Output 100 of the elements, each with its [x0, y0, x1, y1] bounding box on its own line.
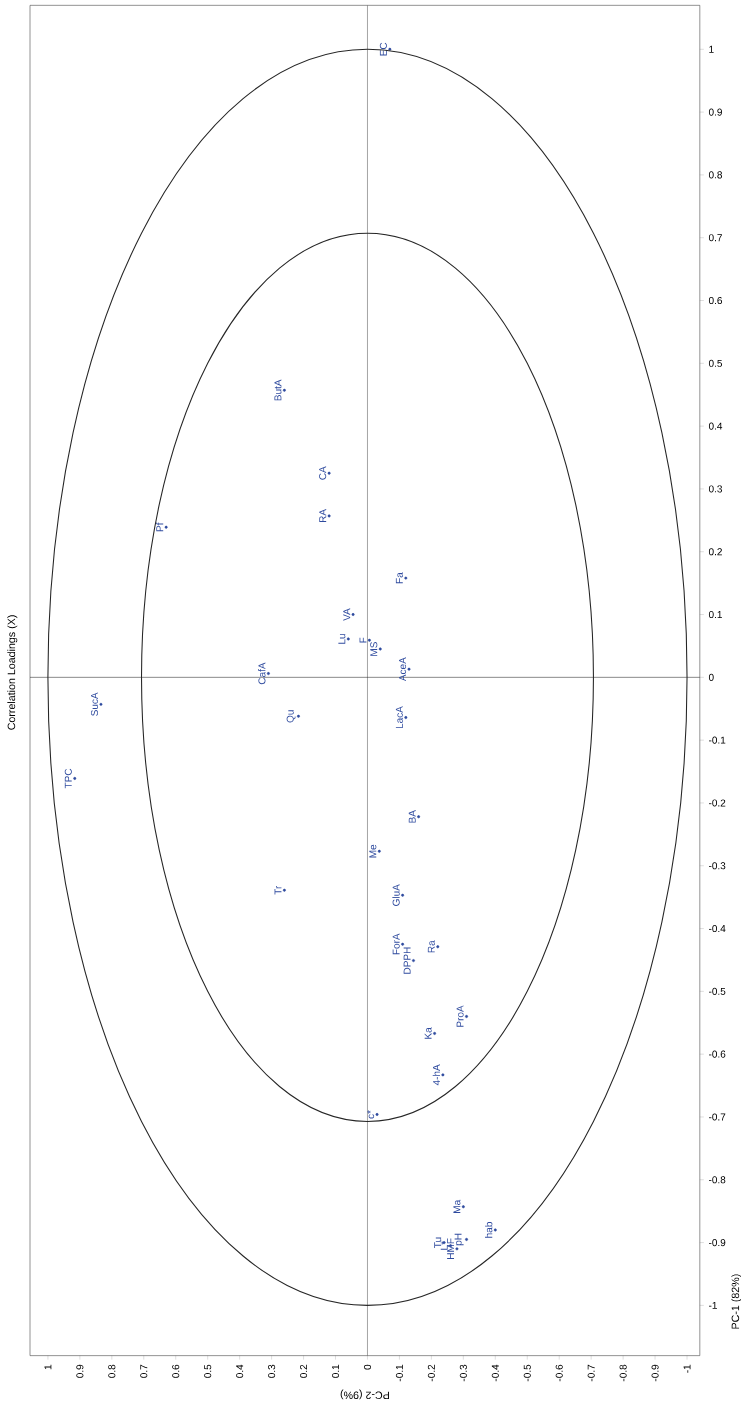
y-tick-label: -0.6: [708, 1050, 726, 1058]
annotation: BA: [408, 810, 416, 823]
point: [417, 815, 420, 819]
x-tick-label: -0.4: [491, 1364, 499, 1382]
annotation: TPC: [64, 768, 72, 789]
y-axis-title: PC-1 (82%): [731, 1274, 741, 1329]
x-tick-label: 0.5: [204, 1364, 212, 1378]
annotation: RA: [319, 509, 327, 523]
annotation: GluA: [392, 884, 400, 906]
point: [327, 514, 331, 518]
y-tick-label: -0.9: [708, 1239, 726, 1247]
point: [73, 776, 77, 780]
annotation: Ra: [427, 940, 435, 953]
point: [367, 638, 371, 642]
point: [436, 945, 440, 949]
annotation: CafA: [258, 662, 266, 685]
x-tick-label: 0.6: [172, 1364, 180, 1378]
x-tick-label: -0.8: [619, 1364, 627, 1382]
point: [282, 888, 286, 892]
annotation: ButA: [274, 379, 282, 401]
annotation: Me: [369, 844, 377, 858]
point: [461, 1205, 465, 1209]
x-tick-label: 0.4: [236, 1364, 244, 1378]
point: [377, 849, 381, 853]
x-tick-label: -0.7: [587, 1364, 595, 1382]
y-tick-label: 0.6: [708, 296, 722, 305]
annotation: Tr: [274, 885, 282, 895]
x-tick-label: 0.9: [76, 1364, 84, 1378]
annotation: MS: [370, 642, 378, 656]
y-tick-label: -0.8: [708, 1176, 726, 1184]
annotation: Lu: [338, 634, 346, 644]
point: [411, 959, 415, 963]
y-tick-label: 0.5: [708, 359, 722, 367]
point: [404, 716, 408, 719]
point: [407, 667, 411, 671]
annotation: ProA: [456, 1005, 464, 1027]
x-tick-label: -0.9: [651, 1364, 659, 1382]
x-tick-label: 0: [363, 1364, 371, 1370]
x-tick-label: 0.2: [299, 1364, 308, 1378]
y-tick-label: 0.2: [708, 548, 722, 556]
y-tick-label: -0.2: [708, 799, 726, 807]
x-tick-label: 0.3: [267, 1364, 276, 1378]
annotation: Qu: [286, 710, 296, 723]
y-tick-label: 0.8: [708, 171, 722, 179]
y-tick-label: 0.4: [708, 422, 723, 430]
annotation: pH: [454, 1233, 464, 1246]
annotation: 4-hA: [432, 1064, 440, 1086]
point: [404, 576, 408, 580]
y-tick-label: 0.1: [708, 610, 722, 619]
point: [401, 942, 405, 946]
x-tick-label: -0.6: [555, 1364, 563, 1382]
annotation: hab: [484, 1222, 493, 1238]
annotation: LacA: [395, 706, 403, 729]
y-tick-label: -0.5: [708, 987, 726, 995]
annotation: CA: [319, 466, 327, 480]
x-tick-label: 0.8: [108, 1364, 116, 1378]
y-tick-label: -0.3: [708, 862, 726, 870]
y-tick-label: -0.7: [708, 1113, 726, 1121]
x-tick-label: -1: [683, 1364, 691, 1373]
point: [327, 471, 331, 475]
point: [282, 388, 286, 392]
annotation: HMF: [447, 1238, 454, 1259]
annotation: VA: [343, 608, 351, 621]
x-tick-label: -0.1: [395, 1364, 403, 1382]
annotation: ForA: [392, 933, 400, 955]
y-tick-label: 0: [708, 673, 714, 681]
x-tick-label: 1: [44, 1364, 52, 1370]
point: [493, 1228, 497, 1232]
point: [455, 1247, 459, 1251]
y-tick-label: 1: [709, 45, 714, 53]
annotation: L*: [440, 1241, 448, 1250]
point: [401, 893, 405, 897]
x-tick-label: 0.1: [331, 1364, 339, 1378]
annotation: F: [359, 637, 367, 643]
point: [464, 1237, 468, 1241]
point: [164, 525, 168, 529]
point: [296, 714, 300, 718]
x-tick-label: -0.5: [523, 1364, 531, 1382]
x-tick-label: -0.3: [459, 1364, 467, 1382]
y-tick-label: -0.1: [708, 736, 726, 744]
y-tick-label: -1: [708, 1301, 717, 1309]
y-tick-label: 0.9: [708, 108, 722, 116]
point: [346, 637, 350, 641]
x-axis-title: PC-2 (9%): [340, 1389, 389, 1400]
annotation: SucA: [90, 692, 98, 716]
y-tick-label: -0.4: [708, 925, 726, 933]
annotation: DPPH: [403, 947, 411, 974]
annotation: Fa: [395, 572, 403, 584]
annotation: Tu: [434, 1237, 442, 1248]
point: [433, 1031, 436, 1035]
x-tick-label: 0.7: [140, 1364, 148, 1378]
annotation: EC: [379, 42, 387, 56]
annotation: Ka: [424, 1027, 432, 1039]
annotation: c*: [367, 1110, 375, 1119]
point: [441, 1073, 445, 1077]
point: [378, 647, 382, 651]
point: [351, 613, 355, 616]
annotation: AceA: [399, 657, 407, 682]
point: [99, 702, 103, 706]
annotation: Ma: [453, 1199, 461, 1213]
